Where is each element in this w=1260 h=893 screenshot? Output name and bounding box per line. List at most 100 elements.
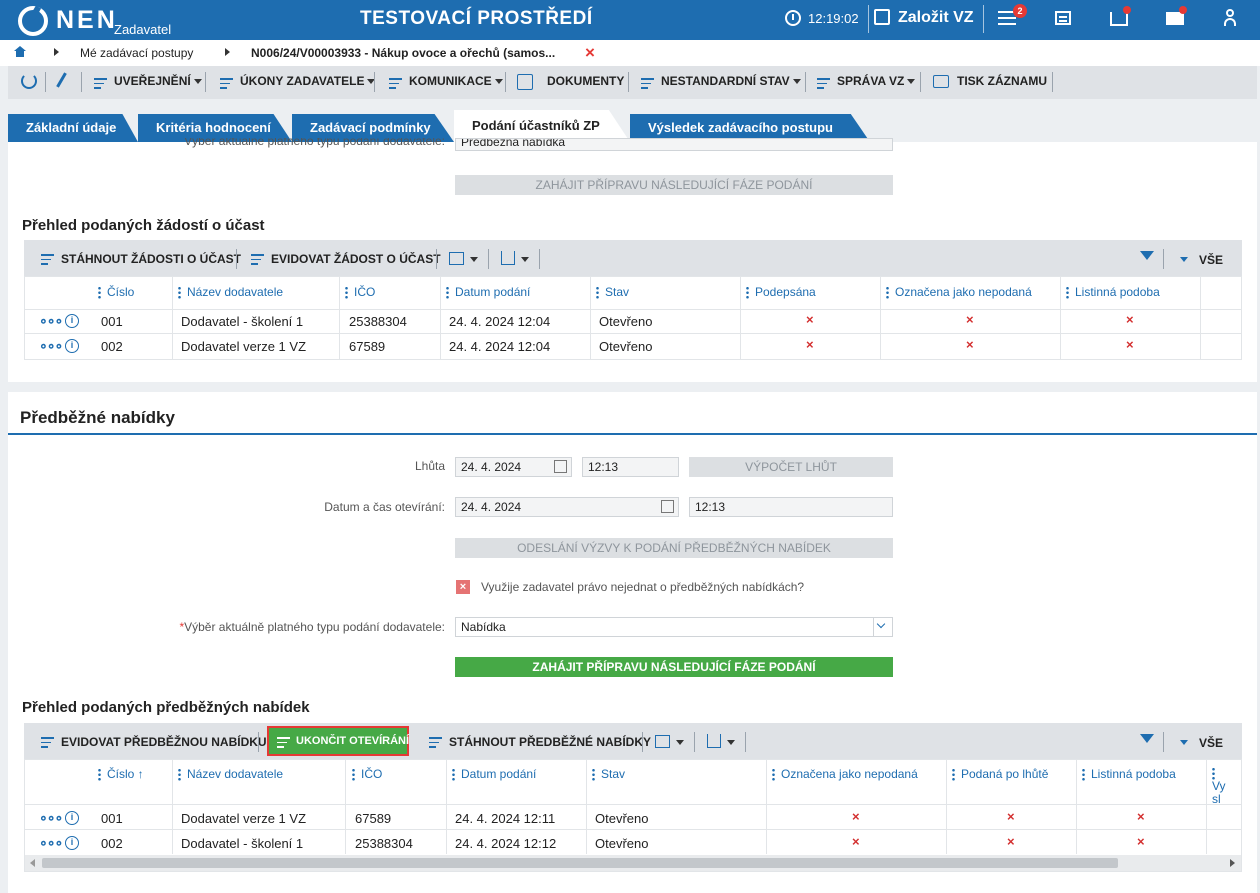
info-icon[interactable]: i (65, 339, 79, 353)
printer-icon[interactable] (655, 735, 670, 748)
tab-criteria[interactable]: Kritéria hodnocení (138, 114, 292, 142)
next-phase-button-disabled[interactable]: ZAHÁJIT PŘÍPRAVU NÁSLEDUJÍCÍ FÁZE PODÁNÍ (455, 175, 893, 195)
col-date[interactable]: Datum podání (452, 767, 536, 782)
inbox-dot (1123, 6, 1131, 14)
toolbar-nonstandard[interactable]: NESTANDARDNÍ STAV (661, 74, 801, 88)
opening-date-input[interactable]: 24. 4. 2024 (455, 497, 679, 517)
download-offers-button[interactable]: STÁHNOUT PŘEDBĚŽNÉ NABÍDKY (449, 735, 652, 749)
calc-deadlines-button[interactable]: VÝPOČET LHŮT (689, 457, 893, 477)
list-icon (389, 78, 402, 89)
filter-icon[interactable] (1140, 251, 1154, 260)
export-icon[interactable] (501, 251, 515, 265)
close-opening-button[interactable] (267, 726, 409, 756)
breadcrumb-current[interactable]: N006/24/V00003933 - Nákup ovoce a ořechů… (251, 46, 556, 60)
tab-submissions[interactable]: Podání účastníků ZP (454, 110, 630, 142)
col-ico[interactable]: IČO (352, 767, 382, 782)
no-icon: × (1126, 337, 1134, 352)
download-requests-button[interactable]: STÁHNOUT ŽÁDOSTI O ÚČAST (61, 252, 241, 266)
no-icon: × (852, 834, 860, 849)
tab-basic[interactable]: Základní údaje (8, 114, 138, 142)
deadline-date-input[interactable]: 24. 4. 2024 (455, 457, 572, 477)
opening-time-input[interactable]: 12:13 (689, 497, 893, 517)
document-icon[interactable] (517, 74, 533, 90)
register-request-button[interactable]: EVIDOVAT ŽÁDOST O ÚČAST (271, 252, 441, 266)
table-cell: Dodavatel verze 1 VZ (181, 811, 307, 826)
row-menu-icon[interactable]: ∘∘∘ (39, 337, 63, 353)
info-icon[interactable]: i (65, 836, 79, 850)
col-signed[interactable]: Podepsána (746, 285, 816, 300)
table-cell: 24. 4. 2024 12:04 (449, 339, 551, 354)
no-icon: × (852, 809, 860, 824)
row-menu-icon[interactable]: ∘∘∘ (39, 809, 63, 825)
table-cell: 002 (101, 339, 123, 354)
mail-icon[interactable] (1166, 12, 1184, 25)
toolbar-admin[interactable]: SPRÁVA VZ (837, 74, 916, 88)
col-supplier[interactable]: Název dodavatele (178, 285, 283, 300)
menu-badge: 2 (1013, 4, 1027, 18)
scrollbar-thumb[interactable] (42, 858, 1118, 868)
offers-grid-toolbar (24, 723, 1242, 759)
toolbar-print[interactable]: TISK ZÁZNAMU (957, 74, 1047, 88)
checkbox-unchecked[interactable]: × (456, 580, 470, 594)
show-all-button[interactable]: VŠE (1199, 253, 1224, 267)
requests-grid-toolbar (24, 240, 1242, 276)
col-paper[interactable]: Listinná podoba (1082, 767, 1176, 782)
toolbar-publish[interactable]: UVEŘEJNĚNÍ (114, 74, 202, 88)
calendar-icon[interactable] (554, 460, 567, 473)
list-icon (41, 254, 54, 265)
col-number[interactable]: Číslo (98, 285, 134, 300)
row-menu-icon[interactable]: ∘∘∘ (39, 312, 63, 328)
opening-label: Datum a čas otevírání: (324, 500, 445, 514)
nen-logo-icon[interactable] (18, 6, 48, 36)
tab-result[interactable]: Výsledek zadávacího postupu (630, 114, 870, 142)
edit-icon[interactable] (874, 9, 890, 25)
col-unsubmitted[interactable]: Označena jako nepodaná (772, 767, 918, 782)
col-late[interactable]: Podaná po lhůtě (952, 767, 1048, 782)
cut-type-select[interactable]: Předběžná nabídka (455, 138, 893, 151)
col-state[interactable]: Stav (596, 285, 629, 300)
col-number-sorted[interactable]: Číslo ↑ (98, 767, 144, 782)
type-select[interactable]: Nabídka (455, 617, 893, 637)
deadline-time-input[interactable]: 12:13 (582, 457, 679, 477)
refresh-icon[interactable] (21, 73, 37, 89)
toolbar-documents[interactable]: DOKUMENTY (547, 74, 625, 88)
deadline-label: Lhůta (414, 459, 445, 473)
main-toolbar (8, 66, 1257, 99)
row-menu-icon[interactable]: ∘∘∘ (39, 834, 63, 850)
cut-type-label: Výběr aktuálně platného typu podání doda… (184, 138, 445, 148)
calendar-icon[interactable] (1055, 11, 1071, 25)
tab-conditions[interactable]: Zadávací podmínky (292, 114, 454, 142)
col-state[interactable]: Stav (592, 767, 625, 782)
close-opening-label[interactable]: UKONČIT OTEVÍRÁNÍ (296, 735, 410, 747)
info-icon[interactable]: i (65, 314, 79, 328)
scroll-left-icon[interactable] (30, 859, 35, 867)
menu-icon[interactable] (998, 11, 1016, 25)
next-phase-button[interactable]: ZAHÁJIT PŘÍPRAVU NÁSLEDUJÍCÍ FÁZE PODÁNÍ (455, 657, 893, 677)
col-supplier[interactable]: Název dodavatele (178, 767, 283, 782)
toolbar-acts[interactable]: ÚKONY ZADAVATELE (240, 74, 376, 88)
scroll-right-icon[interactable] (1230, 859, 1235, 867)
filter-icon[interactable] (1140, 734, 1154, 743)
col-date[interactable]: Datum podání (446, 285, 530, 300)
calendar-icon[interactable] (661, 500, 674, 513)
no-icon: × (966, 312, 974, 327)
breadcrumb-procedures[interactable]: Mé zadávací postupy (80, 46, 194, 60)
home-icon[interactable] (14, 46, 26, 51)
create-vz-button[interactable]: Založit VZ (898, 9, 974, 26)
col-paper[interactable]: Listinná podoba (1066, 285, 1160, 300)
send-invitation-button[interactable]: ODESLÁNÍ VÝZVY K PODÁNÍ PŘEDBĚŽNÝCH NABÍ… (455, 538, 893, 558)
col-cut-off[interactable]: Vy sl (1212, 767, 1228, 806)
no-icon: × (806, 312, 814, 327)
info-icon[interactable]: i (65, 811, 79, 825)
show-all-button[interactable]: VŠE (1199, 736, 1224, 750)
close-icon[interactable]: × (585, 43, 595, 62)
toolbar-communication[interactable]: KOMUNIKACE (409, 74, 503, 88)
user-icon[interactable] (1224, 9, 1236, 27)
printer-icon[interactable] (449, 252, 464, 265)
col-ico[interactable]: IČO (345, 285, 375, 300)
inbox-icon[interactable] (1110, 12, 1128, 26)
register-offer-button[interactable]: EVIDOVAT PŘEDBĚŽNOU NABÍDKU (61, 735, 267, 749)
printer-icon[interactable] (933, 75, 949, 88)
export-icon[interactable] (707, 734, 721, 748)
col-unsubmitted[interactable]: Označena jako nepodaná (886, 285, 1032, 300)
